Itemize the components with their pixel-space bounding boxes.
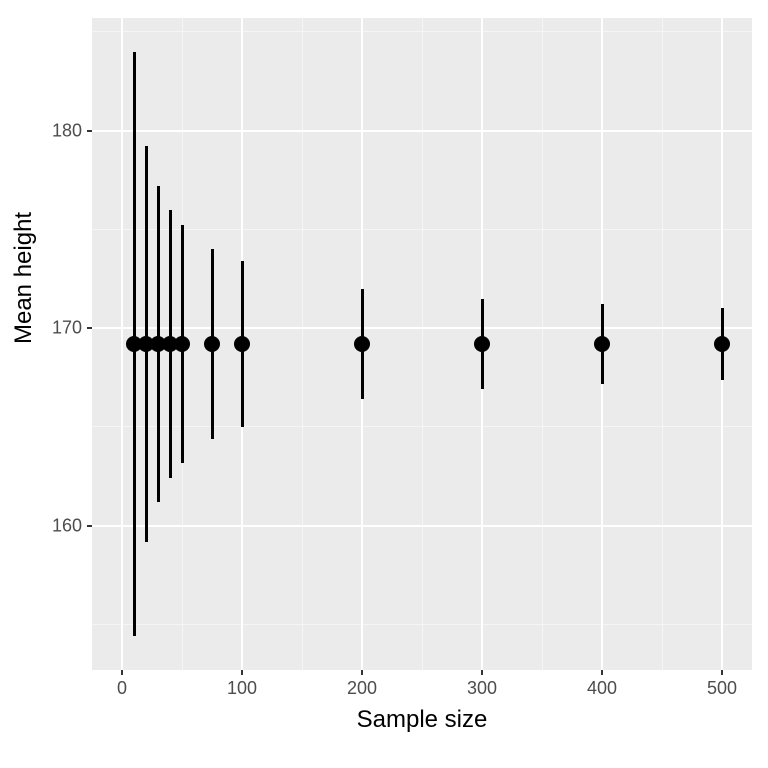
gridline-y-minor — [92, 426, 752, 427]
tick-mark-x — [721, 670, 723, 675]
gridline-y-major — [92, 327, 752, 329]
gridline-x-major — [121, 18, 123, 670]
chart-container: Mean height Sample size 0 100 200 300 400 500… — [0, 0, 768, 768]
tick-label-x: 0 — [117, 678, 127, 699]
tick-mark-y — [87, 327, 92, 329]
gridline-y-major — [92, 525, 752, 527]
tick-mark-x — [241, 670, 243, 675]
tick-label-x: 400 — [587, 678, 617, 699]
gridline-x-minor — [422, 18, 423, 670]
point-marker — [354, 336, 370, 352]
y-axis-title: Mean height — [10, 324, 38, 344]
gridline-y-minor — [92, 31, 752, 32]
tick-mark-x — [121, 670, 123, 675]
point-marker — [204, 336, 220, 352]
tick-label-y: 160 — [52, 515, 82, 536]
tick-label-y: 170 — [52, 318, 82, 339]
tick-mark-x — [481, 670, 483, 675]
point-marker — [234, 336, 250, 352]
tick-label-y: 180 — [52, 120, 82, 141]
gridline-y-minor — [92, 229, 752, 230]
point-marker — [594, 336, 610, 352]
tick-mark-x — [601, 670, 603, 675]
point-marker — [474, 336, 490, 352]
tick-label-x: 100 — [227, 678, 257, 699]
gridline-y-major — [92, 130, 752, 132]
tick-mark-x — [361, 670, 363, 675]
tick-mark-y — [87, 525, 92, 527]
point-marker — [714, 336, 730, 352]
point-marker — [174, 336, 190, 352]
x-axis-title: Sample size — [357, 706, 488, 734]
gridline-x-minor — [302, 18, 303, 670]
gridline-x-minor — [542, 18, 543, 670]
tick-mark-y — [87, 130, 92, 132]
tick-label-x: 500 — [707, 678, 737, 699]
tick-label-x: 200 — [347, 678, 377, 699]
tick-label-x: 300 — [467, 678, 497, 699]
gridline-y-minor — [92, 624, 752, 625]
gridline-x-minor — [662, 18, 663, 670]
